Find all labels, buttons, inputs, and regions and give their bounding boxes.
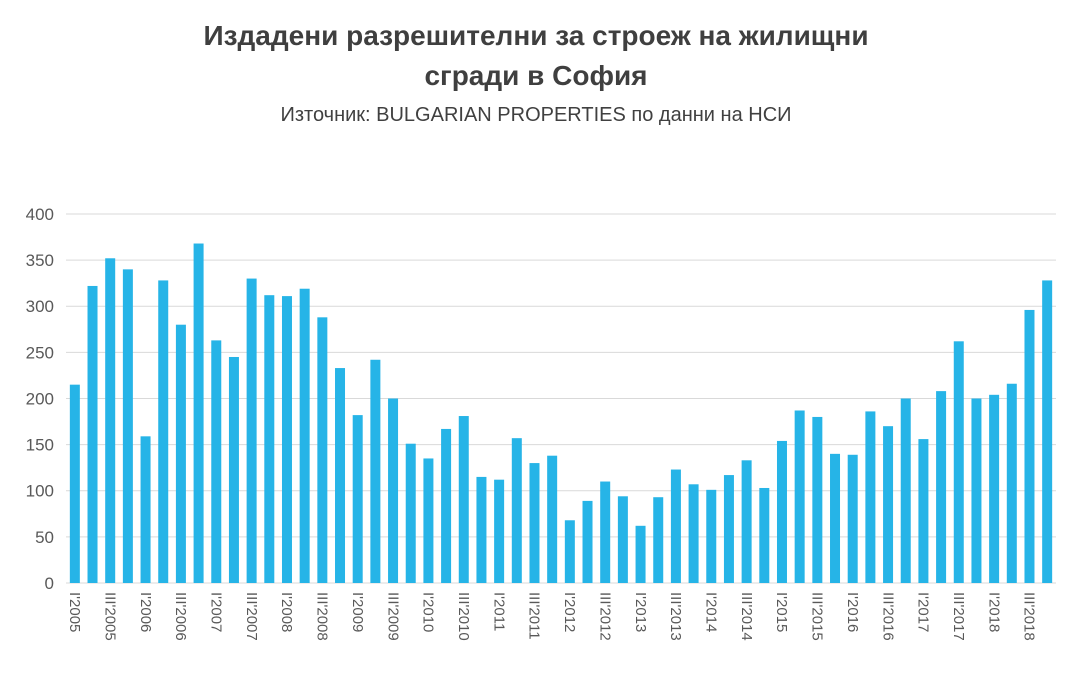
bar: [1006, 383, 1017, 583]
x-tick-label: III'2016: [879, 592, 896, 641]
bar: [299, 288, 310, 583]
bar: [847, 454, 858, 583]
bar: [547, 455, 558, 583]
bar: [69, 384, 80, 583]
bar: [246, 278, 257, 583]
y-tick-label: 150: [26, 436, 54, 455]
x-tick-label: III'2017: [950, 592, 967, 641]
bar: [653, 497, 664, 583]
bar: [830, 453, 841, 583]
bar: [281, 296, 292, 583]
bar: [228, 356, 239, 583]
bar-chart: 0 50 100 150 200 250 300 350 400 I'2005 III'2005 I'…: [26, 205, 1056, 641]
bar: [936, 391, 947, 583]
x-tick-label: I'2016: [844, 592, 861, 632]
bar: [405, 443, 416, 583]
bar: [175, 324, 186, 583]
x-tick-label: III'2014: [738, 592, 755, 641]
x-tick-label: III'2010: [455, 592, 472, 641]
bar: [494, 479, 505, 583]
bar: [140, 436, 151, 583]
bar: [352, 415, 363, 583]
page-title-line2: сгради в София: [424, 60, 648, 91]
y-tick-label: 100: [26, 482, 54, 501]
x-tick-label: I'2007: [207, 592, 224, 632]
x-tick-label: I'2015: [773, 592, 790, 632]
bar: [476, 476, 487, 583]
y-tick-label: 350: [26, 251, 54, 270]
bar: [1042, 280, 1053, 583]
bar: [953, 341, 964, 583]
y-tick-label: 400: [26, 205, 54, 224]
bar: [865, 411, 876, 583]
x-tick-label: I'2014: [702, 592, 719, 632]
x-tick-label: I'2009: [349, 592, 366, 632]
bar: [989, 394, 1000, 583]
page-title: Издадени разрешителни за строеж на жилищ…: [0, 0, 1072, 96]
y-tick-label: 50: [35, 528, 54, 547]
x-tick-label: I'2017: [915, 592, 932, 632]
bar: [511, 438, 522, 583]
bar: [759, 487, 770, 583]
bar: [635, 525, 646, 583]
bar: [388, 398, 399, 583]
bar: [794, 410, 805, 583]
x-tick-label: III'2006: [172, 592, 189, 641]
bar: [564, 520, 575, 583]
bar: [158, 280, 169, 583]
bar: [423, 458, 434, 583]
x-tick-label: I'2018: [985, 592, 1002, 632]
bar: [582, 500, 593, 583]
bar: [122, 269, 133, 583]
x-tick-label: III'2015: [809, 592, 826, 641]
bar: [317, 317, 328, 583]
y-tick-label: 250: [26, 343, 54, 362]
bar: [335, 368, 346, 583]
x-tick-label: III'2018: [1021, 592, 1038, 641]
x-tick-label: I'2013: [632, 592, 649, 632]
bar: [812, 416, 823, 583]
bar: [741, 460, 752, 583]
bar: [458, 416, 469, 583]
bar: [706, 489, 717, 583]
bar: [370, 359, 381, 583]
y-tick-label: 0: [45, 574, 54, 593]
x-tick-label: III'2013: [667, 592, 684, 641]
x-tick-label: III'2009: [384, 592, 401, 641]
x-tick-label: I'2006: [137, 592, 154, 632]
bar: [193, 243, 204, 583]
bar: [600, 481, 611, 583]
x-tick-label: III'2011: [526, 592, 543, 640]
bar: [723, 475, 734, 583]
x-tick-label: I'2011: [490, 592, 507, 631]
y-tick-label: 300: [26, 297, 54, 316]
x-tick-label: I'2010: [420, 592, 437, 632]
bar: [918, 439, 929, 583]
bar: [900, 398, 911, 583]
x-tick-label: III'2005: [101, 592, 118, 641]
bar: [883, 426, 894, 583]
chart-subtitle: Източник: BULGARIAN PROPERTIES по данни …: [280, 104, 792, 126]
bar: [529, 463, 540, 583]
bar: [1024, 309, 1035, 583]
bar: [688, 484, 699, 583]
bar: [971, 398, 982, 583]
x-tick-label: I'2008: [278, 592, 295, 632]
y-tick-label: 200: [26, 389, 54, 408]
x-tick-label: III'2012: [596, 592, 613, 641]
x-tick-label: III'2008: [314, 592, 331, 641]
page-title-line1: Издадени разрешителни за строеж на жилищ…: [203, 20, 869, 51]
bar: [105, 258, 116, 583]
bar: [87, 285, 98, 583]
bar: [264, 295, 275, 583]
bar: [211, 340, 222, 583]
bar: [670, 469, 681, 583]
x-tick-label: I'2012: [561, 592, 578, 632]
bar: [776, 440, 787, 583]
x-tick-label: III'2007: [243, 592, 260, 641]
x-tick-label: I'2005: [66, 592, 83, 632]
bar: [617, 496, 628, 583]
bar: [441, 428, 452, 583]
